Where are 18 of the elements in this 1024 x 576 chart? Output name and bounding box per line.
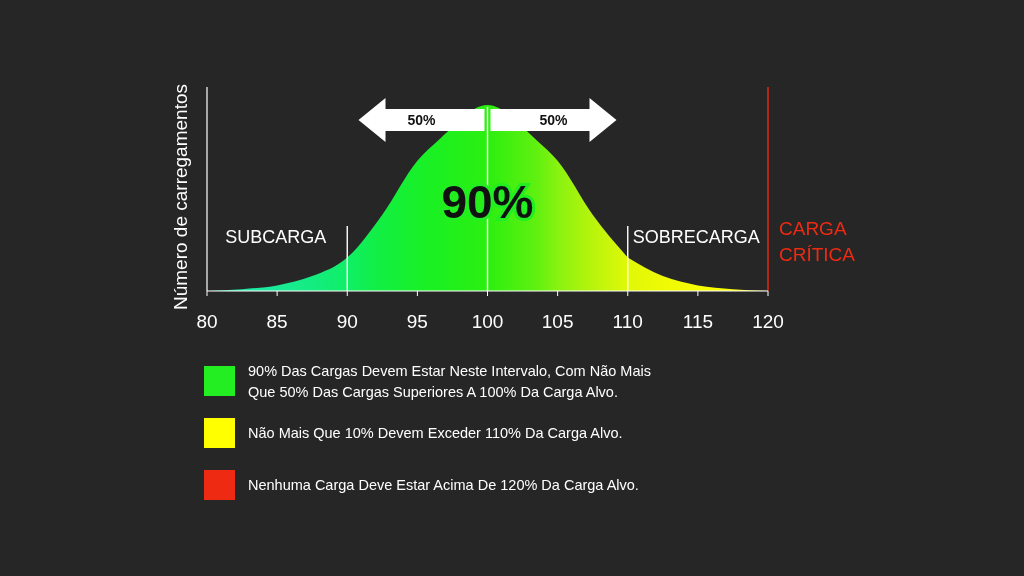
ref-line-label: SUBCARGA	[225, 226, 327, 247]
x-tick-label: 105	[541, 311, 574, 332]
x-tick-label: 120	[752, 311, 784, 332]
x-tick-label: 115	[682, 311, 714, 332]
x-tick-label: 110	[612, 311, 643, 332]
ref-line-label: SOBRECARGA	[632, 226, 760, 247]
text: Nenhuma Carga Deve Estar Acima De 120% Da Carga Alvo.	[248, 477, 639, 493]
ref-line-label: CARGA CRÍTICA	[779, 218, 856, 266]
x-tick-label: 95	[406, 311, 428, 332]
annotation: 50%	[407, 112, 437, 128]
x-tick-label: 85	[266, 311, 288, 332]
x-tick-label: 100	[471, 311, 504, 332]
x-tick-label: 80	[196, 311, 218, 332]
legend-label: 90% Das Cargas Devem Estar Neste Intervalo, Com Não Mais Que 50% Das Cargas Superiores A 100% Da Carga Alvo.	[248, 363, 651, 400]
annotation: 50%	[539, 112, 569, 128]
y-axis-title: Número de carregamentos	[170, 84, 191, 310]
x-tick-label: 90	[336, 311, 358, 332]
legend-label: Não Mais Que 10% Devem Exceder 110% Da Carga Alvo.	[248, 425, 623, 441]
